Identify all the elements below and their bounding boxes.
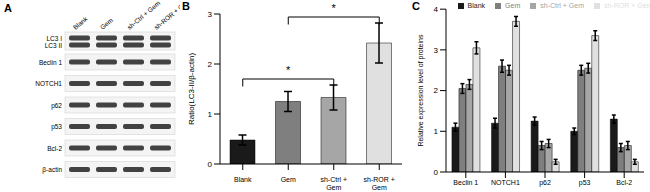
svg-text:A: A [8,2,12,14]
svg-text:2: 2 [208,60,213,69]
svg-text:Blank: Blank [234,176,252,183]
svg-text:p53: p53 [579,179,591,187]
svg-text:Gem: Gem [281,176,296,183]
svg-text:Bcl-2: Bcl-2 [47,145,62,152]
svg-text:Blank: Blank [72,14,90,30]
svg-text:p62: p62 [539,179,551,187]
html-text:Gem: Gem [505,2,521,9]
svg-text:0: 0 [208,160,213,169]
html-text:Blank: Blank [467,2,486,9]
svg-text:Relative expression level of p: Relative expression level of proteins [417,34,425,147]
svg-text:*: * [332,2,337,14]
svg-text:1: 1 [208,110,213,119]
svg-text:0: 0 [434,168,439,177]
svg-text:Bcl-2: Bcl-2 [616,179,632,186]
svg-text:LC3 I: LC3 I [46,35,62,42]
svg-text:3: 3 [434,46,439,55]
svg-text:Ratio(LC3-II/β-actin): Ratio(LC3-II/β-actin) [187,53,196,126]
svg-text:LC3 II: LC3 II [45,42,63,49]
svg-text:4: 4 [434,5,439,14]
html-text:B: B [182,0,190,12]
svg-text:Beclin 1: Beclin 1 [453,179,478,186]
svg-text:β-actin: β-actin [42,166,62,174]
svg-text:sh-Ctrl +Gem: sh-Ctrl +Gem [320,176,347,191]
svg-text:1: 1 [434,127,439,136]
svg-text:NOTCH1: NOTCH1 [35,80,62,87]
svg-text:2: 2 [434,86,439,95]
svg-text:p62: p62 [51,102,62,110]
svg-text:Beclin 1: Beclin 1 [39,59,63,66]
svg-text:sh-ROR + Gem: sh-ROR + Gem [153,0,180,31]
svg-text:p53: p53 [51,123,62,131]
html-text:C: C [412,0,420,12]
svg-text:sh-ROR +Gem: sh-ROR +Gem [364,176,395,191]
svg-text:3: 3 [208,10,213,19]
svg-text:NOTCH1: NOTCH1 [491,179,520,186]
svg-text:Gem: Gem [99,16,114,30]
svg-text:*: * [286,64,291,76]
html-text:sh-Ctrl + Gem: sh-Ctrl + Gem [540,2,584,9]
